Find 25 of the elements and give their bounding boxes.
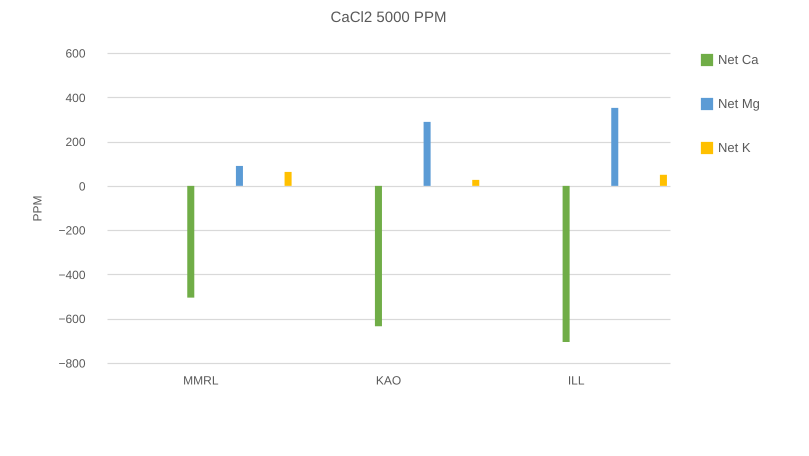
y-tick-label: −600 bbox=[58, 312, 86, 326]
x-tick-label: KAO bbox=[376, 374, 402, 388]
chart-title: CaCl2 5000 PPM bbox=[330, 9, 446, 26]
bar bbox=[236, 166, 243, 186]
bar bbox=[472, 180, 480, 186]
bar bbox=[611, 108, 618, 186]
legend-label: Net Mg bbox=[718, 96, 760, 111]
bar bbox=[374, 186, 382, 326]
y-tick-label: −400 bbox=[58, 268, 86, 282]
y-tick-label: 600 bbox=[65, 46, 86, 60]
y-tick-label: 0 bbox=[78, 179, 86, 194]
bar bbox=[562, 186, 570, 342]
y-tick-label: 400 bbox=[65, 90, 86, 105]
y-tick-label: 200 bbox=[65, 135, 86, 150]
y-axis-title: PPM bbox=[30, 195, 44, 222]
bar bbox=[284, 172, 292, 186]
x-tick-label: MMRL bbox=[183, 374, 219, 388]
y-tick-label: −800 bbox=[58, 356, 86, 370]
legend-label: Net Ca bbox=[718, 52, 760, 67]
bar bbox=[187, 186, 194, 298]
bar bbox=[660, 174, 667, 186]
legend-label: Net K bbox=[718, 140, 751, 155]
bar bbox=[424, 122, 431, 186]
x-tick-label: ILL bbox=[568, 374, 585, 388]
y-tick-label: −200 bbox=[58, 224, 86, 238]
